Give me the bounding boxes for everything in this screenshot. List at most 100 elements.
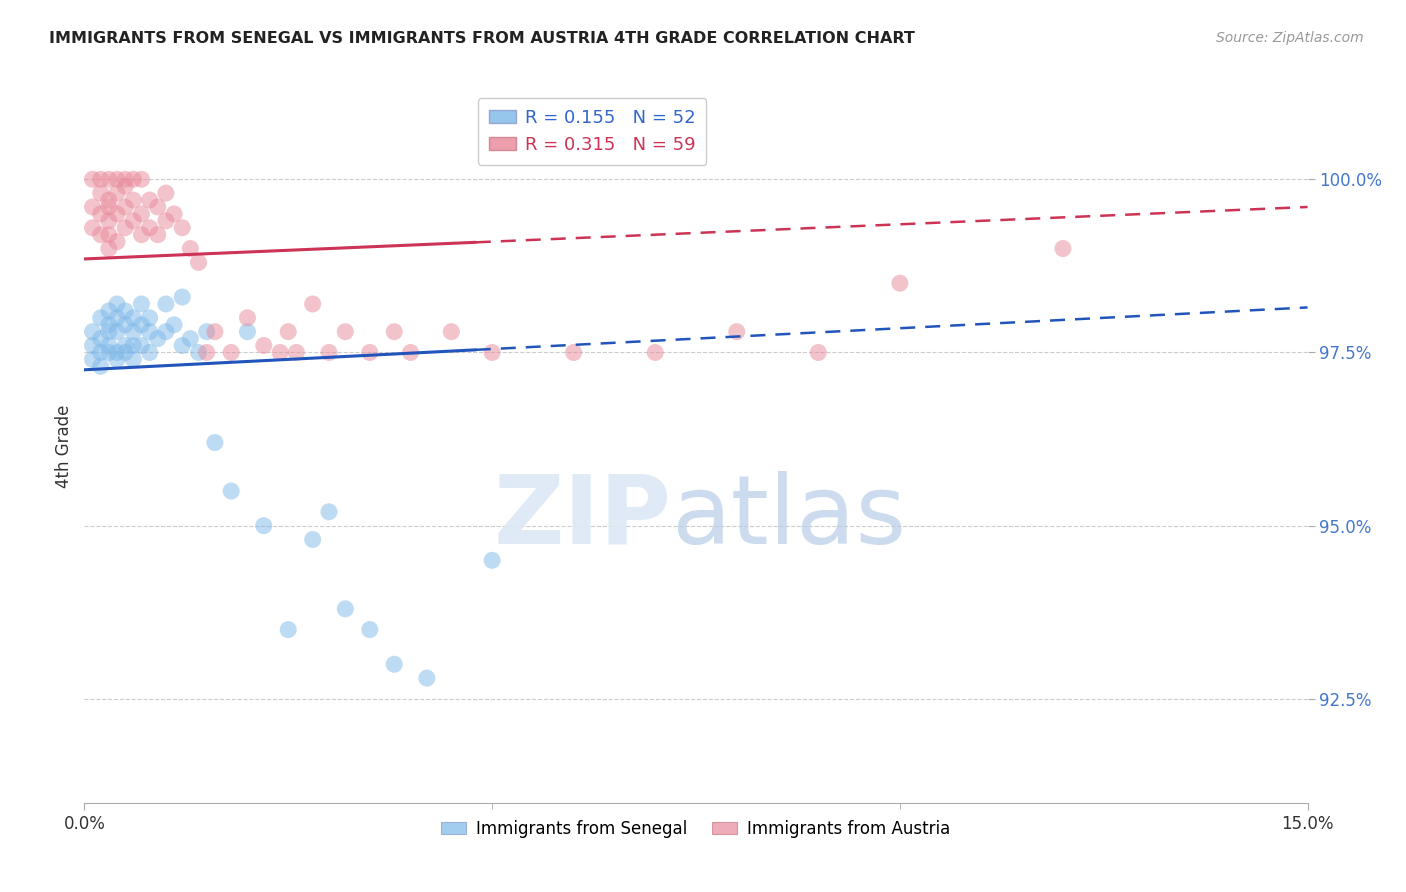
Point: [562, 345, 585, 359]
Point: [138, 193, 160, 207]
Point: [90, 345, 112, 359]
Point: [179, 332, 201, 346]
Point: [131, 172, 153, 186]
Point: [204, 435, 226, 450]
Point: [114, 179, 136, 194]
Point: [138, 325, 160, 339]
Point: [301, 533, 323, 547]
Point: [138, 220, 160, 235]
Point: [105, 235, 128, 249]
Point: [97, 200, 120, 214]
Point: [114, 304, 136, 318]
Point: [90, 172, 112, 186]
Point: [179, 242, 201, 256]
Point: [105, 352, 128, 367]
Point: [807, 345, 830, 359]
Point: [105, 325, 128, 339]
Point: [172, 338, 194, 352]
Point: [146, 332, 169, 346]
Point: [97, 345, 120, 359]
Point: [97, 318, 120, 332]
Point: [1052, 242, 1074, 256]
Y-axis label: 4th Grade: 4th Grade: [55, 404, 73, 488]
Point: [90, 186, 112, 201]
Point: [131, 338, 153, 352]
Legend: Immigrants from Senegal, Immigrants from Austria: Immigrants from Senegal, Immigrants from…: [434, 814, 957, 845]
Point: [122, 338, 145, 352]
Point: [163, 207, 186, 221]
Point: [382, 657, 405, 672]
Point: [301, 297, 323, 311]
Point: [335, 325, 357, 339]
Point: [105, 172, 128, 186]
Point: [163, 318, 186, 332]
Point: [359, 345, 381, 359]
Point: [122, 325, 145, 339]
Point: [359, 623, 381, 637]
Point: [114, 318, 136, 332]
Point: [481, 553, 503, 567]
Point: [236, 325, 259, 339]
Point: [155, 186, 177, 201]
Point: [82, 338, 104, 352]
Text: ZIP: ZIP: [494, 471, 672, 564]
Point: [335, 602, 357, 616]
Point: [114, 338, 136, 352]
Point: [269, 345, 291, 359]
Point: [481, 345, 503, 359]
Point: [440, 325, 463, 339]
Point: [105, 310, 128, 325]
Point: [97, 172, 120, 186]
Point: [187, 255, 209, 269]
Point: [82, 172, 104, 186]
Point: [253, 518, 276, 533]
Point: [114, 220, 136, 235]
Point: [82, 220, 104, 235]
Point: [399, 345, 422, 359]
Point: [114, 200, 136, 214]
Point: [195, 325, 218, 339]
Point: [236, 310, 259, 325]
Point: [122, 352, 145, 367]
Point: [131, 207, 153, 221]
Point: [97, 214, 120, 228]
Point: [90, 359, 112, 374]
Point: [725, 325, 748, 339]
Point: [90, 207, 112, 221]
Point: [318, 505, 340, 519]
Point: [97, 338, 120, 352]
Point: [122, 214, 145, 228]
Point: [204, 325, 226, 339]
Point: [97, 304, 120, 318]
Point: [155, 325, 177, 339]
Point: [285, 345, 308, 359]
Point: [131, 318, 153, 332]
Point: [90, 332, 112, 346]
Point: [416, 671, 439, 685]
Point: [97, 227, 120, 242]
Point: [318, 345, 340, 359]
Point: [82, 352, 104, 367]
Point: [277, 623, 299, 637]
Text: IMMIGRANTS FROM SENEGAL VS IMMIGRANTS FROM AUSTRIA 4TH GRADE CORRELATION CHART: IMMIGRANTS FROM SENEGAL VS IMMIGRANTS FR…: [49, 31, 915, 46]
Point: [382, 325, 405, 339]
Point: [97, 325, 120, 339]
Point: [122, 310, 145, 325]
Point: [219, 483, 242, 498]
Point: [172, 290, 194, 304]
Point: [105, 186, 128, 201]
Point: [131, 227, 153, 242]
Point: [172, 220, 194, 235]
Point: [277, 325, 299, 339]
Point: [219, 345, 242, 359]
Point: [97, 193, 120, 207]
Point: [138, 345, 160, 359]
Point: [114, 172, 136, 186]
Point: [105, 345, 128, 359]
Point: [644, 345, 666, 359]
Point: [114, 345, 136, 359]
Point: [82, 200, 104, 214]
Point: [146, 227, 169, 242]
Point: [155, 214, 177, 228]
Text: Source: ZipAtlas.com: Source: ZipAtlas.com: [1216, 31, 1364, 45]
